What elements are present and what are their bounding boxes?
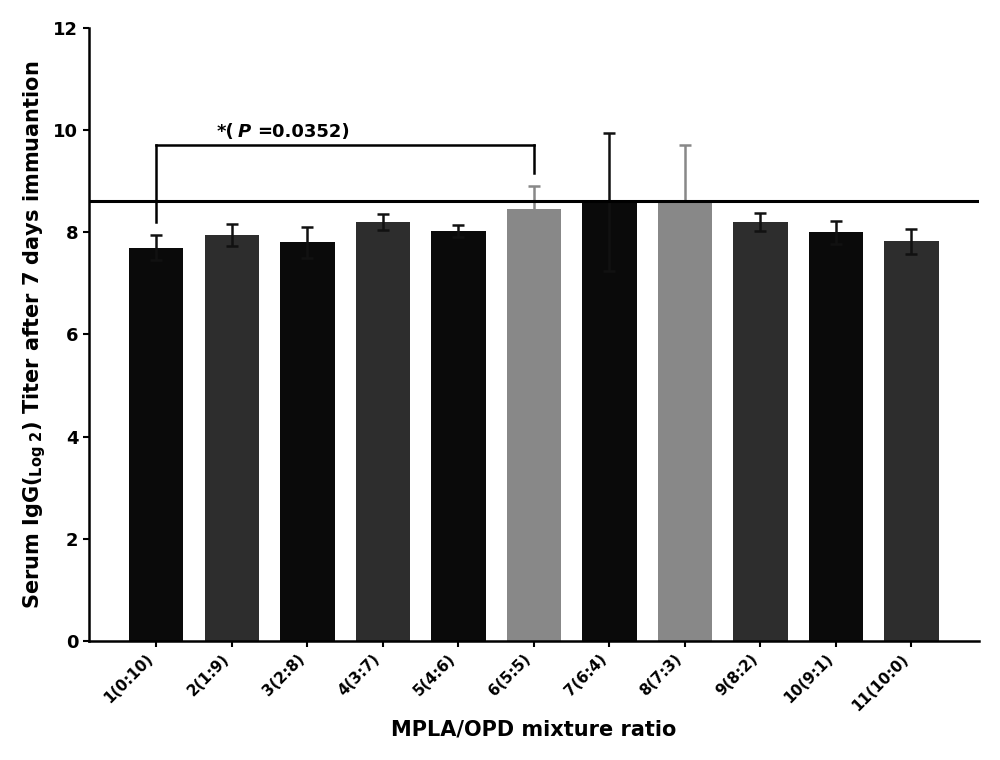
Bar xyxy=(507,209,561,641)
Bar xyxy=(356,222,410,641)
Bar xyxy=(280,242,335,641)
Text: *(: *( xyxy=(217,123,234,141)
Bar xyxy=(733,222,788,641)
Y-axis label: Serum IgG($_{\mathregular{Log\ 2}}$) Titer after 7 days immuantion: Serum IgG($_{\mathregular{Log\ 2}}$) Tit… xyxy=(21,60,48,609)
Bar xyxy=(205,235,259,641)
Bar xyxy=(129,248,183,641)
Bar xyxy=(809,233,863,641)
Text: P: P xyxy=(238,123,251,141)
Bar xyxy=(431,231,486,641)
Bar xyxy=(658,201,712,641)
Text: =0.0352): =0.0352) xyxy=(257,123,349,141)
Bar xyxy=(582,201,637,641)
X-axis label: MPLA/OPD mixture ratio: MPLA/OPD mixture ratio xyxy=(391,719,677,739)
Bar xyxy=(884,242,939,641)
